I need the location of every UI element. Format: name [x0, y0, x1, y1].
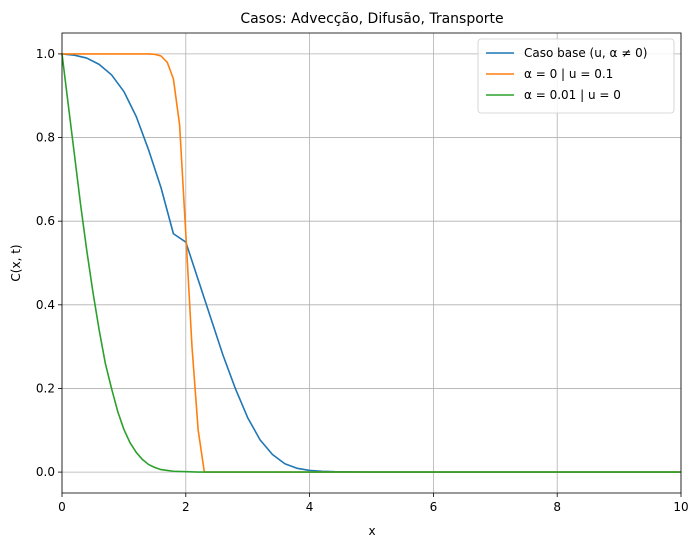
legend-box — [477, 38, 675, 114]
y-tick-label: 0.6 — [36, 214, 55, 228]
y-tick-label: 0.0 — [36, 465, 55, 479]
y-tick-label: 1.0 — [36, 47, 55, 61]
x-tick-label: 4 — [306, 500, 314, 514]
x-tick-label: 10 — [673, 500, 688, 514]
x-tick-label: 8 — [553, 500, 561, 514]
plot-frame — [61, 32, 682, 494]
x-tick-label: 2 — [182, 500, 190, 514]
legend-entry: Caso base (u, α ≠ 0) — [524, 46, 647, 60]
series-line-2 — [62, 53, 681, 473]
grid — [61, 33, 682, 493]
x-tick-label: 0 — [58, 500, 66, 514]
y-tick-label: 0.2 — [36, 381, 55, 395]
y-tick-label: 0.4 — [36, 298, 55, 312]
series-line-3 — [61, 53, 681, 473]
legend: Caso base (u, α ≠ 0) α = 0 | u = 0.1 α = 0… — [477, 38, 675, 114]
ticks: 0 2 4 6 8 10 0.0 0.2 0.4 0.6 0.8 1.0 — [36, 47, 689, 514]
legend-entry: α = 0 | u = 0.1 — [524, 67, 613, 81]
series-layer — [61, 53, 681, 473]
x-axis-label: x — [368, 524, 375, 538]
chart-title: Casos: Advecção, Difusão, Transporte — [240, 11, 503, 27]
x-tick-label: 6 — [430, 500, 438, 514]
legend-entry: α = 0.01 | u = 0 — [524, 88, 621, 102]
y-tick-label: 0.8 — [36, 131, 55, 145]
y-axis-label: C(x, t) — [9, 244, 23, 281]
